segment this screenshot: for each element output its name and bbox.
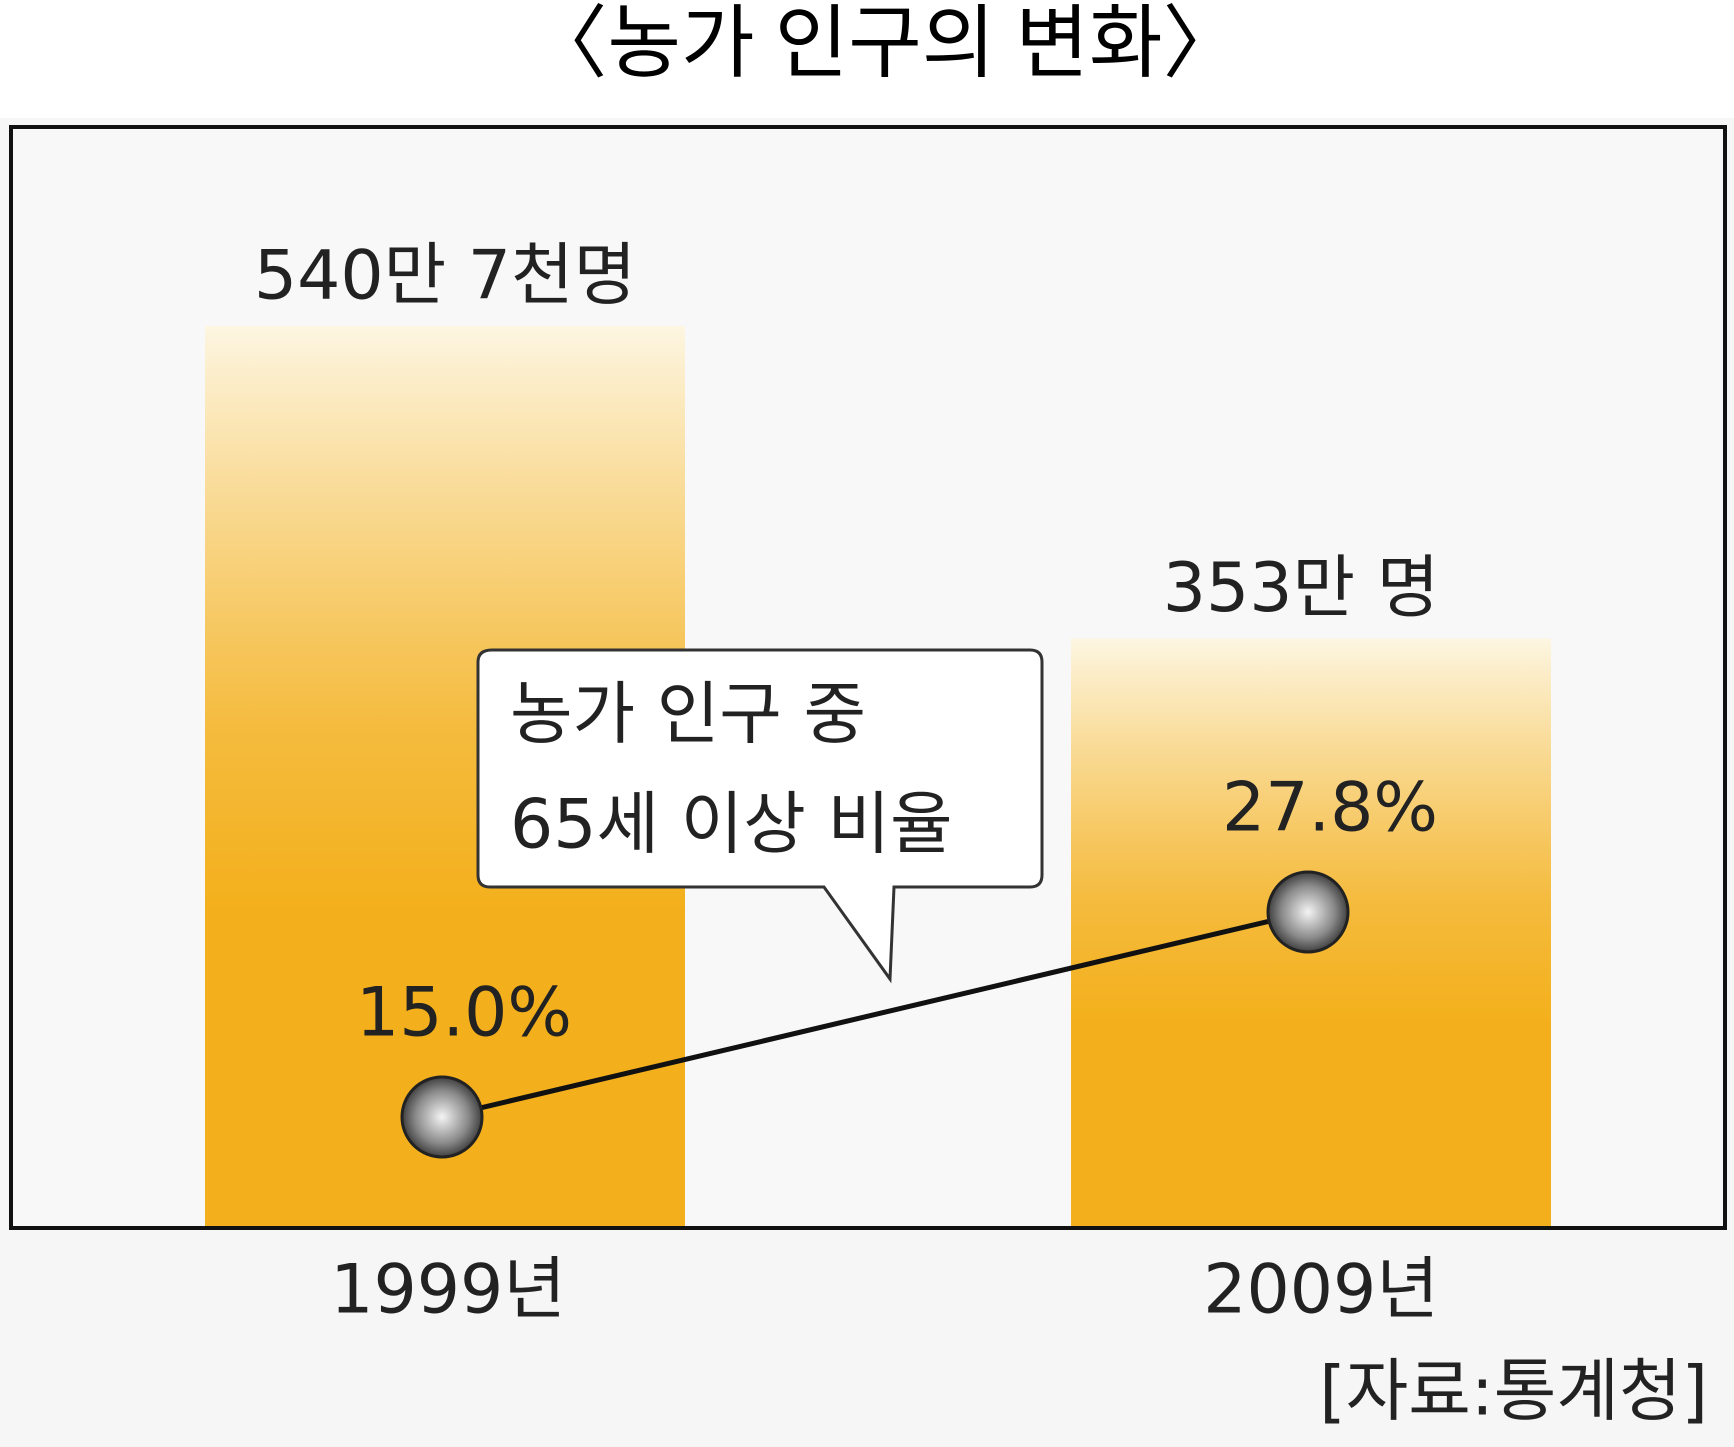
- annotation: 농가 인구 중: [510, 676, 866, 755]
- callout-box: [476, 648, 1044, 984]
- x-tick-label: 1999년: [330, 1251, 566, 1330]
- callout: 농가 인구 중 65세 이상 비율: [476, 648, 1044, 984]
- line-value-label: 27.8%: [1222, 769, 1438, 848]
- bar-value-label: 540만 7천명: [254, 237, 636, 316]
- title-band: [0, 0, 1734, 118]
- bar-value-label: 353만 명: [1163, 549, 1440, 628]
- annotation: 65세 이상 비율: [510, 786, 953, 865]
- source: [자료:통계청]: [1319, 1353, 1708, 1432]
- line-point: [1266, 870, 1350, 954]
- line-value-label: 15.0%: [356, 974, 572, 1053]
- chart-title: 〈농가 인구의 변화〉: [527, 0, 1242, 88]
- line: [441, 909, 1309, 1120]
- x-tick-label: 2009년: [1203, 1251, 1439, 1330]
- line-point: [400, 1075, 484, 1159]
